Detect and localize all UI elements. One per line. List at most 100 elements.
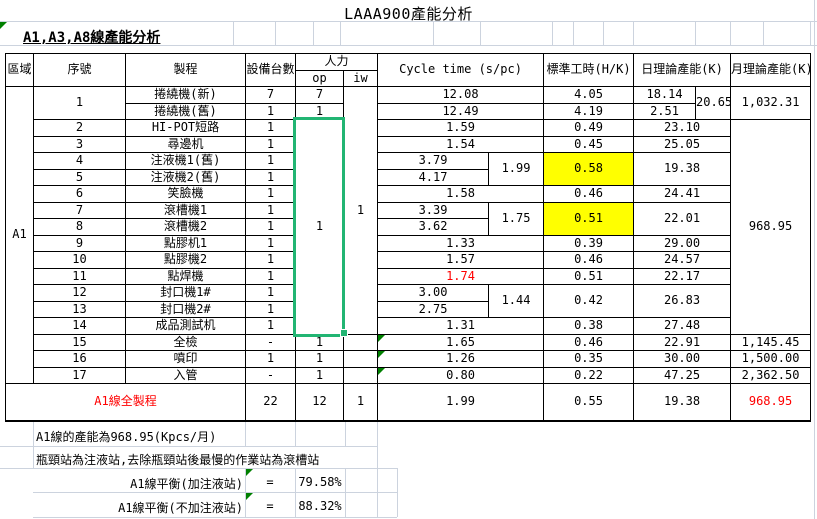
cell-std[interactable]: 0.49 [543, 119, 635, 137]
cell-daily[interactable]: 18.14 [633, 86, 697, 104]
cell-seq[interactable]: 14 [33, 317, 126, 335]
summary-label[interactable]: A1線全製程 [5, 383, 246, 421]
summary-daily[interactable]: 19.38 [633, 383, 732, 421]
cell-process[interactable]: 笑臉機 [125, 185, 246, 203]
summary-std[interactable]: 0.55 [543, 383, 635, 421]
section-title[interactable]: A1,A3,A8線產能分析 [23, 30, 161, 46]
cell-process[interactable]: 入管 [125, 366, 246, 384]
header-monthly-capacity[interactable]: 月理論產能(K) [730, 53, 812, 87]
cell-std[interactable]: 0.46 [543, 185, 635, 203]
cell-iw-merged[interactable]: 1 [342, 86, 379, 335]
cell-equip[interactable]: - [245, 333, 296, 351]
cell-process[interactable]: 全檢 [125, 333, 246, 351]
cell-equip[interactable]: 1 [245, 135, 296, 153]
cell-equip[interactable]: 1 [245, 168, 296, 186]
cell-op[interactable]: 1 [295, 333, 344, 351]
cell-cycle[interactable]: 1.54 [377, 135, 545, 153]
balance-with-equals[interactable]: = [266, 475, 274, 489]
header-manpower[interactable]: 人力 [294, 53, 379, 71]
cell-process[interactable]: 點膠机1 [125, 234, 246, 252]
cell-process[interactable]: 捲繞機(舊) [125, 102, 246, 120]
cell-std[interactable]: 0.35 [543, 350, 635, 368]
cell-cycle[interactable]: 2.75 [377, 300, 490, 318]
cell-cycle[interactable]: 1.57 [377, 251, 545, 269]
header-op[interactable]: op [295, 70, 344, 87]
cell-monthly[interactable]: 1,500.00 [730, 350, 812, 368]
cell-std[interactable]: 4.05 [543, 86, 635, 104]
cell-std[interactable]: 0.46 [543, 333, 635, 351]
cell-equip[interactable]: 1 [245, 201, 296, 219]
cell-iw[interactable] [342, 350, 379, 368]
cell-seq[interactable]: 9 [33, 234, 126, 252]
cell-seq[interactable]: 8 [33, 218, 126, 236]
cell-equip[interactable]: 1 [245, 185, 296, 203]
cell-equip[interactable]: 1 [245, 267, 296, 285]
cell-iw[interactable] [342, 366, 379, 384]
cell-process[interactable]: 噴印 [125, 350, 246, 368]
cell-cycle[interactable]: 3.79 [377, 152, 490, 170]
cell-cycle[interactable]: 1.33 [377, 234, 545, 252]
sheet-title[interactable]: LAAA900產能分析 [344, 5, 473, 23]
cell-cycle-combined[interactable]: 1.44 [488, 284, 545, 318]
cell-area[interactable]: A1 [5, 86, 34, 384]
cell-cycle[interactable]: 1.31 [377, 317, 545, 335]
cell-std[interactable]: 0.22 [543, 366, 635, 384]
cell-process[interactable]: 注液機2(舊) [125, 168, 246, 186]
cell-seq[interactable]: 17 [33, 366, 126, 384]
header-cycle-time[interactable]: Cycle time (s/pc) [377, 53, 545, 87]
cell-daily[interactable]: 2.51 [633, 102, 697, 120]
cell-equip[interactable]: 1 [245, 152, 296, 170]
capacity-note[interactable]: A1線的產能為968.95(Kpcs/月) [36, 430, 217, 444]
cell-daily[interactable]: 47.25 [633, 366, 732, 384]
header-seq[interactable]: 序號 [33, 53, 126, 87]
cell-equip[interactable]: 1 [245, 251, 296, 269]
cell-equip[interactable]: 1 [245, 350, 296, 368]
balance-without-label[interactable]: A1線平衡(不加注液站) [118, 501, 243, 515]
balance-with-label[interactable]: A1線平衡(加注液站) [130, 477, 243, 491]
cell-std[interactable]: 0.39 [543, 234, 635, 252]
cell-seq[interactable]: 6 [33, 185, 126, 203]
cell-daily[interactable]: 30.00 [633, 350, 732, 368]
cell-std[interactable]: 0.46 [543, 251, 635, 269]
cell-seq[interactable]: 13 [33, 300, 126, 318]
cell-seq[interactable]: 11 [33, 267, 126, 285]
cell-monthly[interactable]: 1,145.45 [730, 333, 812, 351]
summary-monthly[interactable]: 968.95 [730, 383, 812, 421]
cell-std[interactable]: 0.51 [543, 267, 635, 285]
balance-without-equals[interactable]: = [266, 499, 274, 513]
cell-op[interactable]: 1 [295, 102, 344, 120]
cell-std-highlighted[interactable]: 0.51 [543, 201, 635, 236]
cell-daily[interactable]: 26.83 [633, 284, 732, 318]
cell-equip[interactable]: 1 [245, 119, 296, 137]
cell-equip[interactable]: 7 [245, 86, 296, 104]
cell-cycle[interactable]: 4.17 [377, 168, 490, 186]
cell-monthly[interactable]: 1,032.31 [730, 86, 812, 120]
summary-equip[interactable]: 22 [245, 383, 296, 421]
summary-op[interactable]: 12 [295, 383, 344, 421]
cell-op[interactable]: 1 [295, 350, 344, 368]
cell-std[interactable]: 4.19 [543, 102, 635, 120]
header-area[interactable]: 區域 [5, 53, 34, 87]
cell-process[interactable]: 點膠機2 [125, 251, 246, 269]
cell-process[interactable]: 注液機1(舊) [125, 152, 246, 170]
cell-cycle-flagged[interactable]: 1.26 [377, 350, 545, 368]
cell-equip[interactable]: - [245, 366, 296, 384]
cell-op[interactable]: 7 [295, 86, 344, 104]
cell-equip[interactable]: 1 [245, 102, 296, 120]
cell-seq[interactable]: 12 [33, 284, 126, 302]
cell-seq[interactable]: 1 [33, 86, 126, 120]
cell-seq[interactable]: 16 [33, 350, 126, 368]
header-std-hours[interactable]: 標準工時(H/K) [543, 53, 635, 87]
cell-cycle[interactable]: 1.58 [377, 185, 545, 203]
cell-seq[interactable]: 2 [33, 119, 126, 137]
cell-cycle-alert[interactable]: 1.74 [377, 267, 545, 285]
cell-cycle[interactable]: 3.62 [377, 218, 490, 236]
cell-cycle[interactable]: 3.00 [377, 284, 490, 302]
cell-equip[interactable]: 1 [245, 284, 296, 302]
cell-seq[interactable]: 5 [33, 168, 126, 186]
cell-monthly-merged[interactable]: 968.95 [730, 119, 812, 335]
cell-cycle[interactable]: 3.39 [377, 201, 490, 219]
cell-equip[interactable]: 1 [245, 300, 296, 318]
cell-cycle[interactable]: 1.59 [377, 119, 545, 137]
cell-seq[interactable]: 10 [33, 251, 126, 269]
